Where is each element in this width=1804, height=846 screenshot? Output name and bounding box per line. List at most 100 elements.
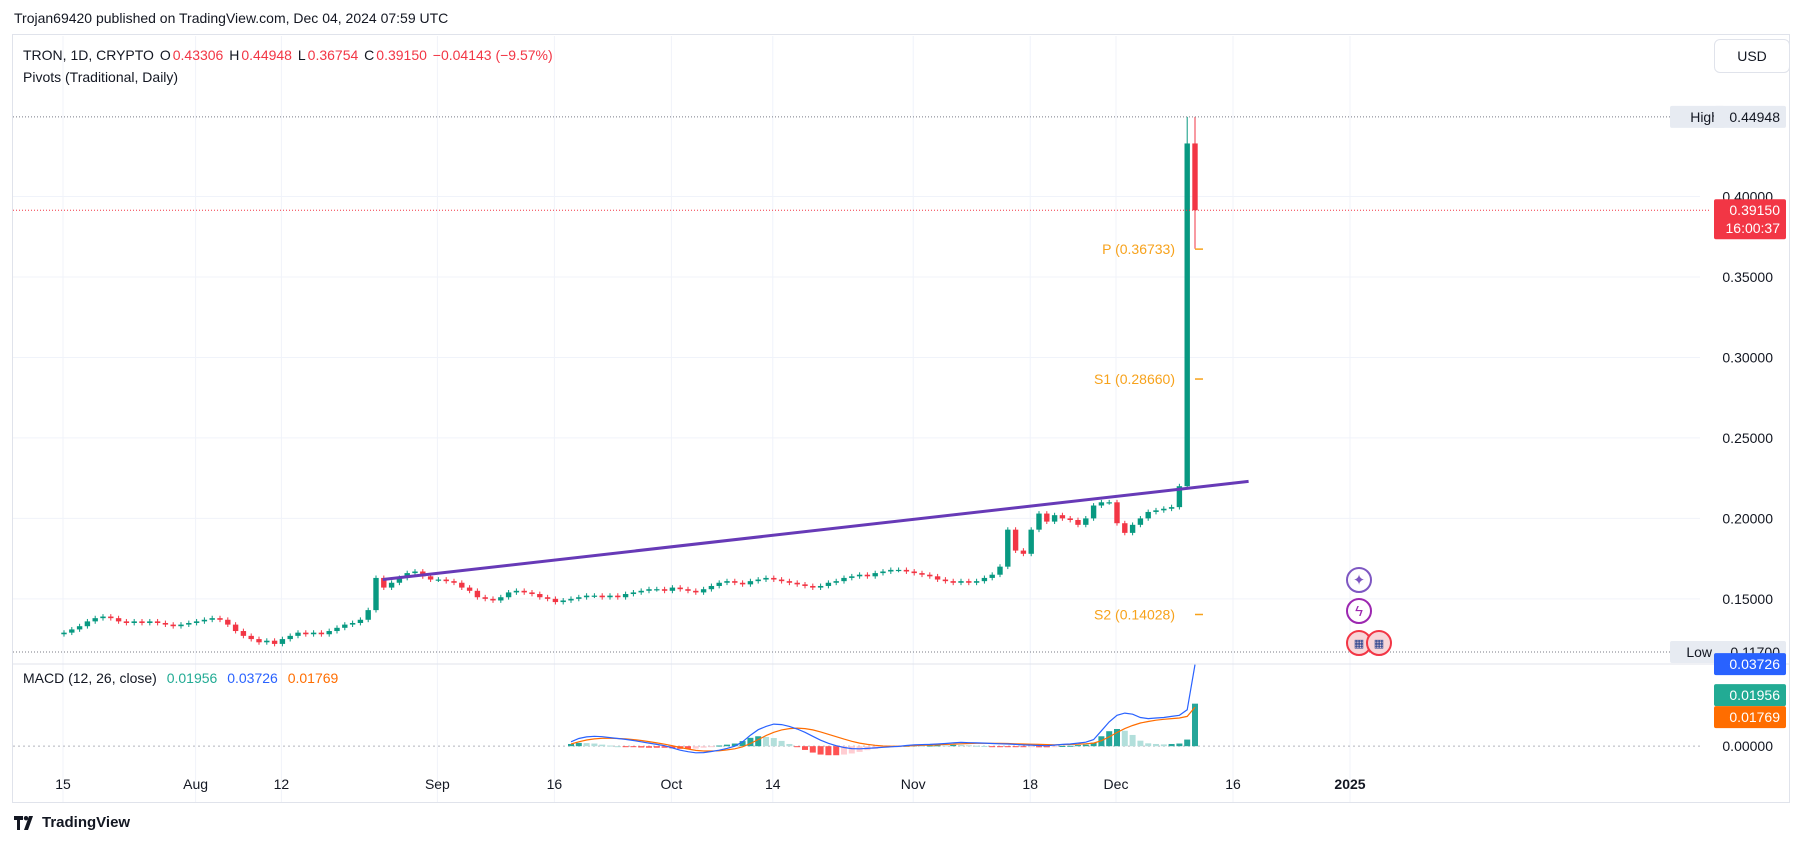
macd-hist-bar [1192,703,1198,747]
macd-hist-tag-text: 0.01956 [1729,687,1780,703]
lightning-icon[interactable]: ϟ [1346,598,1372,624]
candle-body [1176,486,1183,508]
sparkle-icon[interactable]: ✦ [1346,567,1372,593]
candle-body [591,595,598,597]
candle-body [833,581,839,583]
candle-body [958,581,964,583]
macd-line-value: 0.03726 [227,670,278,686]
macd-hist-bar [997,746,1003,748]
macd-hist-bar [989,746,996,748]
overlay: P (0.36733) S1 (0.28660) S2 (0.14028) [13,116,1710,653]
macd-hist-bar [614,746,621,748]
close-label: C [364,47,375,63]
date-tick-label: 15 [55,776,71,792]
macd-hist-bar [841,746,847,755]
chart-frame [12,34,1790,803]
macd-hist-bar [1028,746,1035,748]
candle-body [349,622,356,625]
macd-hist-bar [716,745,723,747]
macd-signal-line [570,706,1196,752]
candle-body [599,595,605,598]
candle-body [607,595,613,598]
candle-body [669,587,676,591]
macd-hist-bar [1153,743,1159,747]
currency-button[interactable]: USD [1714,39,1790,73]
open-label: O [159,47,171,63]
macd-hist-bar [1145,743,1152,747]
countdown-tag-text: 16:00:37 [1726,220,1781,236]
macd-legend[interactable]: MACD (12, 26, close) 0.01956 0.03726 0.0… [23,670,338,686]
candle-body [310,632,317,635]
candle-body [732,581,738,583]
macd-hist-bar [825,746,832,756]
macd-hist-bar [739,741,746,747]
candle-body [849,576,855,578]
macd-hist-bar [833,746,840,756]
candle-body [61,632,67,635]
macd-hist-bar [1004,746,1011,748]
macd-hist-bar [1043,746,1050,748]
us-flag-icon[interactable]: ▦ [1366,630,1392,656]
candle-body [287,635,293,640]
macd-hist-bar [794,746,801,748]
macd-hist-bar [1075,745,1081,747]
candle-body [895,569,902,572]
macd-hist-bar [1168,743,1175,747]
symbol-name[interactable]: TRON, 1D, CRYPTO [23,47,154,63]
candle-body [1090,505,1097,519]
candle-body [264,640,270,643]
candle-body [568,598,574,601]
open-value: 0.43306 [172,47,224,63]
high-value-tag-text: 0.44948 [1729,109,1780,125]
candle-body [739,582,746,585]
candle-body [1044,513,1050,522]
macd-hist-bar [661,746,668,748]
macd-hist-value: 0.01956 [166,670,218,686]
candle-body [841,577,847,582]
high-value-tag-bg [1714,105,1786,128]
candle-body [1184,143,1190,487]
candle-body [747,581,754,585]
macd-hist-bar [973,745,980,747]
candle-body [295,632,301,636]
price-tick-label: 0.35000 [1722,269,1773,285]
tradingview-logo-icon [14,815,33,830]
candle-body [1153,510,1159,512]
last-price-tag-bg [1714,199,1786,222]
macd-signal-tag-bg [1714,706,1786,729]
macd-hist-bar [942,745,949,747]
candle-body [544,597,551,599]
candle-body [973,581,980,583]
candle-body [615,595,621,598]
countdown-tag: 16:00:37 [1714,217,1786,240]
candle-body [1114,502,1120,524]
candle-body [576,597,582,599]
macd-hist-bar [638,746,645,748]
macd-hist-bar [1082,744,1089,747]
macd-hist-bar [1012,746,1019,748]
candle-body [864,574,871,577]
date-tick-label: Oct [661,776,683,792]
candle-body [685,589,691,591]
macd-hist-bar [1184,739,1191,747]
candle-body [76,626,83,630]
macd-hist-bar [1106,731,1113,747]
price-tick-label: 0.15000 [1722,591,1773,607]
candle-body [1122,523,1128,533]
candle-body [708,585,715,590]
candle-body [435,579,442,581]
price-tick-label: 0.20000 [1722,510,1773,526]
pivots-indicator[interactable]: Pivots (Traditional, Daily) [23,69,179,85]
candle-body [661,589,668,591]
date-tick-label: 2025 [1334,776,1365,792]
candle-body [466,587,473,591]
candle-body [271,640,278,644]
pivot-label: S1 (0.28660) [1094,371,1175,387]
macd-value-tag: 0.03726 [1714,653,1786,676]
low-label: L [297,47,306,63]
footer-brand[interactable]: TradingView [14,814,130,831]
macd-hist-bar [965,745,972,747]
candle-body [100,616,106,619]
candle-body [490,598,496,601]
